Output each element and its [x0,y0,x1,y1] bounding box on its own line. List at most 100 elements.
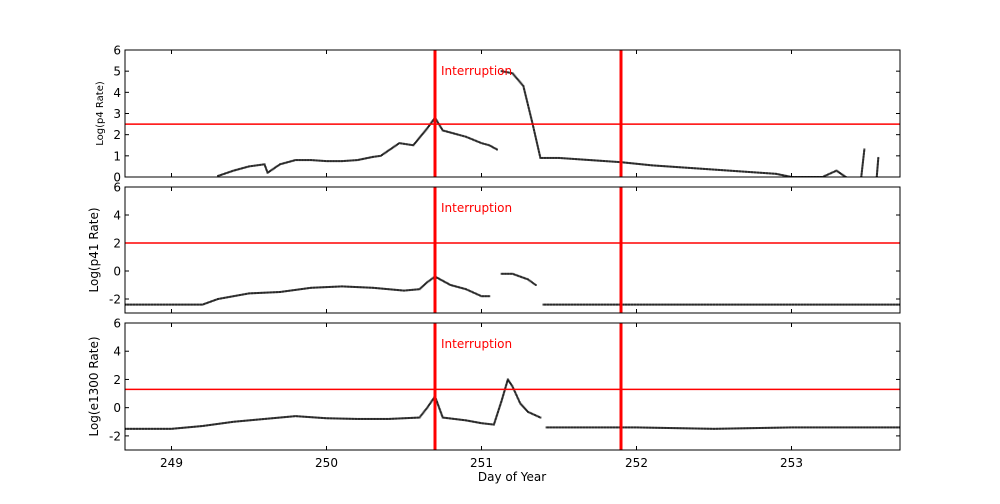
data-point [748,427,751,430]
data-point [654,426,657,429]
data-point [438,408,441,411]
data-point [180,426,183,429]
data-point [522,405,525,408]
data-point [739,427,742,430]
data-point [327,286,330,288]
data-point [445,130,448,133]
data-point [512,386,515,389]
data-point [544,303,546,306]
data-point [862,303,865,306]
data-point [783,303,786,306]
data-point [332,417,335,420]
data-point [751,171,753,174]
data-point [356,417,359,420]
data-point [173,303,176,306]
data-point [531,412,534,415]
data-point [134,427,137,430]
data-point [613,426,616,429]
data-point [598,159,601,162]
data-point [766,426,769,429]
data-point [500,401,503,404]
data-point [750,427,753,430]
data-point [167,427,170,430]
data-point [420,414,423,417]
data-point [503,70,506,73]
data-point [514,391,517,394]
data-point [796,303,799,306]
data-point [347,417,350,420]
data-point [652,164,655,167]
data-point [761,171,764,174]
data-point [500,399,503,402]
data-point [439,125,442,128]
data-point [239,294,242,296]
data-point [134,303,137,306]
data-point [160,427,162,430]
data-point [473,292,476,295]
data-point [459,286,462,289]
data-point [437,121,440,124]
data-point [143,303,146,306]
data-point [547,426,550,429]
data-point [817,303,820,306]
data-point [592,426,595,429]
data-point [690,303,693,306]
data-point [610,303,612,306]
data-point [412,416,415,419]
data-point [864,426,867,429]
data-point [787,426,790,429]
data-point [609,160,612,163]
data-point [312,286,315,289]
data-point [849,303,852,306]
data-point [680,166,683,169]
data-point [681,427,684,430]
data-point [823,426,826,429]
data-point [863,151,866,154]
data-point [723,303,726,306]
data-point [269,170,272,173]
data-point [645,426,648,429]
data-point [230,295,233,298]
data-point [875,174,878,177]
data-point [792,426,795,429]
data-point [690,427,693,430]
data-point [746,170,749,173]
data-point [426,281,429,284]
data-point [148,427,150,430]
data-point [225,296,228,299]
data-point [275,165,278,168]
data-point [323,286,326,289]
data-point [508,272,511,275]
data-point [424,409,427,412]
data-point [759,426,762,429]
data-point [415,288,418,291]
y-tick-label: 4 [113,86,121,100]
data-point [194,303,197,306]
data-point [749,171,752,174]
data-point [663,426,666,429]
data-point [130,303,132,306]
data-point [706,168,708,171]
data-point [174,303,177,306]
data-point [335,417,338,420]
data-point [443,416,446,419]
data-point [448,283,451,286]
data-point [275,416,278,419]
data-point [427,126,430,129]
data-point [429,401,432,404]
data-point [715,168,717,171]
data-point [512,273,515,276]
data-point [140,303,143,306]
data-point [332,285,335,288]
data-point [389,288,392,291]
data-point [452,284,455,287]
data-point [246,165,249,168]
data-point [205,302,208,305]
data-point [724,169,726,172]
data-point [502,272,505,275]
data-point [808,303,811,306]
data-point [509,381,512,384]
data-point [304,415,307,418]
data-point [364,157,367,160]
data-point [623,426,626,429]
